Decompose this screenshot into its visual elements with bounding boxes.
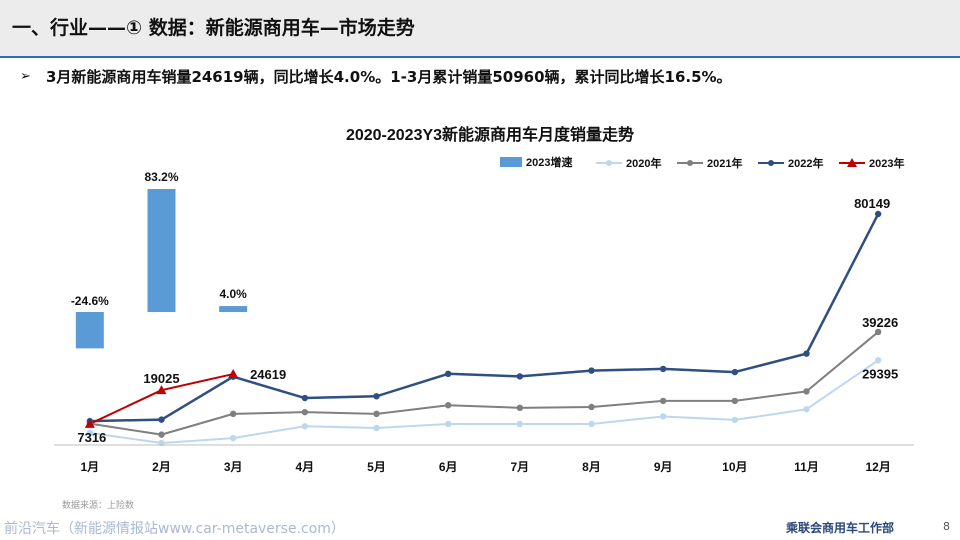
point-marker-2021年 — [731, 397, 739, 405]
point-marker-2021年 — [874, 328, 882, 336]
legend-swatch-bar — [500, 157, 522, 167]
header-band — [0, 0, 960, 56]
point-marker-2022年 — [444, 370, 452, 378]
legend-label: 2022年 — [788, 156, 823, 170]
x-axis-ticks: 1月 2月 3月 4月 5月 6月 7月 8月 9月 10月 11月 12月 — [80, 460, 890, 474]
point-marker-2022年 — [158, 416, 165, 423]
data-label: 24619 — [250, 367, 286, 382]
point-marker-2020年 — [874, 357, 882, 364]
data-labels: 7316 19025 24619 80149 39226 29395 — [77, 196, 898, 445]
source-note: 数据来源：上险数 — [62, 501, 135, 511]
point-marker-2022年 — [659, 365, 667, 373]
point-marker-2020年 — [229, 434, 237, 442]
data-label: 39226 — [862, 315, 898, 330]
page-number: 8 — [943, 520, 950, 533]
series-markers — [84, 210, 882, 447]
x-tick-label: 5月 — [367, 460, 386, 474]
point-marker-2020年 — [301, 423, 309, 430]
data-label: 19025 — [143, 371, 179, 386]
x-tick-label: 9月 — [654, 460, 673, 474]
chart-legend: 2023增速 2020年 2021年 2022年 2023年 — [500, 155, 904, 170]
point-marker-2022年 — [588, 367, 595, 374]
legend-label: 2021年 — [707, 156, 742, 170]
growth-bar — [219, 306, 248, 312]
point-marker-2022年 — [301, 394, 309, 402]
legend-marker — [768, 160, 774, 166]
point-marker-2023年 — [84, 418, 95, 428]
chart-title: 2020-2023Y3新能源商用车月度销量走势 — [346, 125, 634, 144]
summary-text: 3月新能源商用车销量24619辆，同比增长4.0%。1-3月累计销量50960辆… — [46, 68, 732, 86]
bullet-arrow-icon: ➢ — [20, 69, 31, 84]
data-label: 7316 — [77, 430, 106, 445]
x-tick-label: 3月 — [224, 460, 243, 474]
point-marker-2021年 — [373, 410, 380, 418]
footer-organization: 乘联会商用车工作部 — [786, 521, 895, 535]
x-tick-label: 8月 — [582, 460, 601, 474]
point-marker-2020年 — [803, 406, 810, 413]
point-marker-2021年 — [803, 388, 810, 395]
point-marker-2021年 — [659, 397, 667, 405]
point-marker-2020年 — [86, 429, 94, 437]
growth-bars: -24.6% 83.2% 4.0% — [71, 170, 248, 349]
point-marker-2022年 — [803, 350, 810, 357]
legend-label: 2020年 — [626, 156, 661, 170]
point-marker-2021年 — [588, 403, 595, 411]
point-marker-2021年 — [158, 431, 165, 438]
data-label: 80149 — [854, 196, 890, 211]
point-marker-2021年 — [301, 408, 309, 416]
data-label: 29395 — [862, 366, 898, 381]
growth-bar-label: 4.0% — [219, 287, 247, 301]
legend-marker — [847, 158, 857, 167]
point-marker-2022年 — [516, 373, 524, 380]
x-tick-label: 6月 — [439, 460, 458, 474]
header-divider — [0, 56, 960, 58]
point-marker-2022年 — [373, 393, 380, 400]
growth-bar-label: -24.6% — [71, 294, 109, 308]
point-marker-2022年 — [874, 210, 882, 218]
point-marker-2021年 — [516, 404, 524, 412]
x-tick-label: 11月 — [794, 460, 819, 474]
point-marker-2023年 — [156, 385, 167, 395]
x-tick-label: 4月 — [295, 460, 314, 474]
growth-bar-label: 83.2% — [144, 170, 178, 184]
point-marker-2020年 — [516, 420, 524, 428]
point-marker-2020年 — [659, 413, 667, 420]
x-tick-label: 1月 — [80, 460, 99, 474]
point-marker-2020年 — [588, 420, 595, 428]
legend-marker — [606, 160, 612, 166]
x-tick-label: 2月 — [152, 460, 171, 474]
point-marker-2020年 — [731, 416, 739, 424]
growth-bar — [75, 312, 104, 349]
point-marker-2020年 — [373, 424, 380, 432]
x-tick-label: 7月 — [510, 460, 529, 474]
series-line-2020年 — [89, 359, 879, 444]
series-lines — [89, 213, 880, 444]
legend-label: 2023增速 — [526, 155, 572, 169]
page-title: 一、行业——① 数据：新能源商用车—市场走势 — [12, 17, 415, 39]
point-marker-2022年 — [731, 368, 739, 376]
x-tick-label: 10月 — [722, 460, 747, 474]
point-marker-2021年 — [229, 410, 237, 418]
point-marker-2020年 — [444, 420, 452, 428]
series-line-2021年 — [89, 331, 879, 436]
point-marker-2021年 — [444, 402, 452, 409]
series-line-2022年 — [89, 213, 880, 423]
watermark: 前沿汽车（新能源情报站www.car-metaverse.com） — [4, 521, 345, 537]
legend-marker — [687, 160, 693, 166]
growth-bar — [147, 189, 176, 312]
legend-label: 2023年 — [869, 156, 904, 170]
x-tick-label: 12月 — [865, 460, 890, 474]
point-marker-2023年 — [228, 369, 239, 379]
